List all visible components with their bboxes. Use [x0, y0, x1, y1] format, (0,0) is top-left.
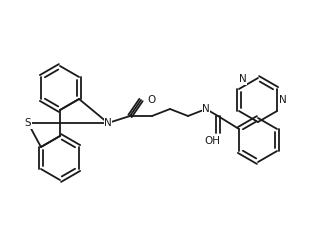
Text: N: N [279, 95, 287, 105]
Text: N: N [202, 104, 210, 114]
Text: O: O [147, 95, 155, 105]
Text: S: S [25, 118, 31, 128]
Text: OH: OH [204, 136, 220, 146]
Text: N: N [239, 74, 247, 84]
Text: N: N [104, 118, 112, 128]
